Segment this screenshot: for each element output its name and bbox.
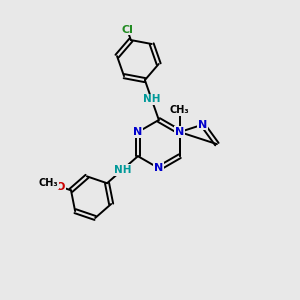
Text: CH₃: CH₃ — [39, 178, 58, 188]
Text: Cl: Cl — [121, 25, 133, 34]
Text: N: N — [175, 127, 184, 137]
Text: N: N — [154, 163, 164, 173]
Text: NH: NH — [143, 94, 160, 104]
Text: O: O — [56, 182, 65, 192]
Text: N: N — [198, 120, 207, 130]
Text: NH: NH — [114, 165, 131, 175]
Text: CH₃: CH₃ — [170, 105, 190, 115]
Text: N: N — [133, 127, 142, 137]
